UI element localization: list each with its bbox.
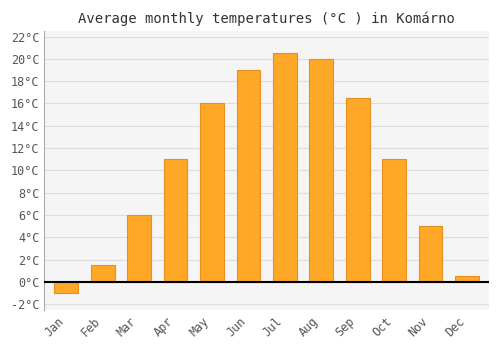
- Bar: [273, 53, 296, 282]
- Bar: [164, 159, 188, 282]
- Bar: [419, 226, 442, 282]
- Bar: [54, 282, 78, 293]
- Bar: [128, 215, 151, 282]
- Bar: [236, 70, 260, 282]
- Bar: [200, 104, 224, 282]
- Bar: [310, 59, 333, 282]
- Title: Average monthly temperatures (°C ) in Komárno: Average monthly temperatures (°C ) in Ko…: [78, 11, 455, 26]
- Bar: [91, 265, 114, 282]
- Bar: [455, 276, 479, 282]
- Bar: [382, 159, 406, 282]
- Bar: [346, 98, 370, 282]
